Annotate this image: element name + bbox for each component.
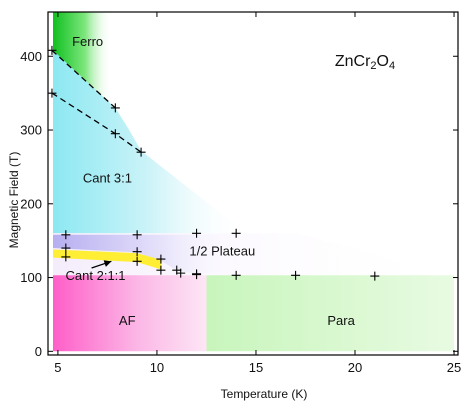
y-axis-ticks: 0 100 200 300 400 xyxy=(20,49,458,359)
region-plateau-fill xyxy=(53,234,241,274)
x-tick-label: 20 xyxy=(348,360,362,375)
cant211-arrow xyxy=(91,260,112,269)
x-tick-label: 10 xyxy=(150,360,164,375)
data-point-22 xyxy=(370,271,380,281)
data-point-1 xyxy=(47,45,57,55)
x-tick-label: 5 xyxy=(54,360,61,375)
region-label-cant-2-1-1: Cant 2:1:1 xyxy=(66,268,126,283)
region-af-fill xyxy=(53,275,207,352)
data-point-3 xyxy=(47,88,57,98)
y-tick-label: 300 xyxy=(20,123,42,138)
dashed-boundary-1 xyxy=(51,49,116,109)
x-tick-label: 25 xyxy=(447,360,461,375)
x-axis-ticks: 5 10 15 20 25 xyxy=(54,12,461,375)
data-point-6 xyxy=(61,230,71,240)
region-label-1-2-plateau: 1/2 Plateau xyxy=(189,243,255,258)
data-point-21 xyxy=(291,270,301,280)
region-para-fill xyxy=(206,275,454,352)
y-tick-label: 200 xyxy=(20,196,42,211)
data-point-18 xyxy=(176,268,186,278)
data-point-9 xyxy=(231,228,241,238)
data-point-15 xyxy=(61,252,71,262)
y-tick-label: 0 xyxy=(35,344,42,359)
data-points xyxy=(47,45,380,281)
data-point-12 xyxy=(156,254,166,264)
region-cant31-fill xyxy=(53,50,247,234)
y-tick-label: 400 xyxy=(20,49,42,64)
y-tick-label: 100 xyxy=(20,270,42,285)
region-ferro-fill xyxy=(53,12,112,108)
region-labels: Ferro Cant 3:1 1/2 Plateau Cant 2:1:1 AF Para xyxy=(66,34,356,328)
plot-frame xyxy=(47,11,459,356)
data-point-4 xyxy=(110,129,120,139)
data-point-8 xyxy=(192,228,202,238)
data-point-7 xyxy=(132,230,142,240)
region-label-af: AF xyxy=(119,313,136,328)
data-point-2 xyxy=(110,103,120,113)
phase-regions xyxy=(53,12,454,352)
data-point-16 xyxy=(132,256,142,266)
y-axis-title: Magnetic Field (T) xyxy=(7,152,21,249)
x-tick-label: 15 xyxy=(249,360,263,375)
data-point-5 xyxy=(136,147,146,157)
region-label-para: Para xyxy=(327,313,355,328)
data-point-11 xyxy=(132,247,142,257)
region-label-cant-3-1: Cant 3:1 xyxy=(83,170,132,185)
data-point-17 xyxy=(156,265,166,275)
x-axis-title: Temperature (K) xyxy=(221,387,308,401)
data-point-19 xyxy=(192,270,202,280)
region-cant211-fill xyxy=(53,249,161,270)
compound-label: ZnCr2O4 xyxy=(335,53,395,72)
data-point-10 xyxy=(61,243,71,253)
region-label-ferro: Ferro xyxy=(72,34,103,49)
data-point-20 xyxy=(231,270,241,280)
